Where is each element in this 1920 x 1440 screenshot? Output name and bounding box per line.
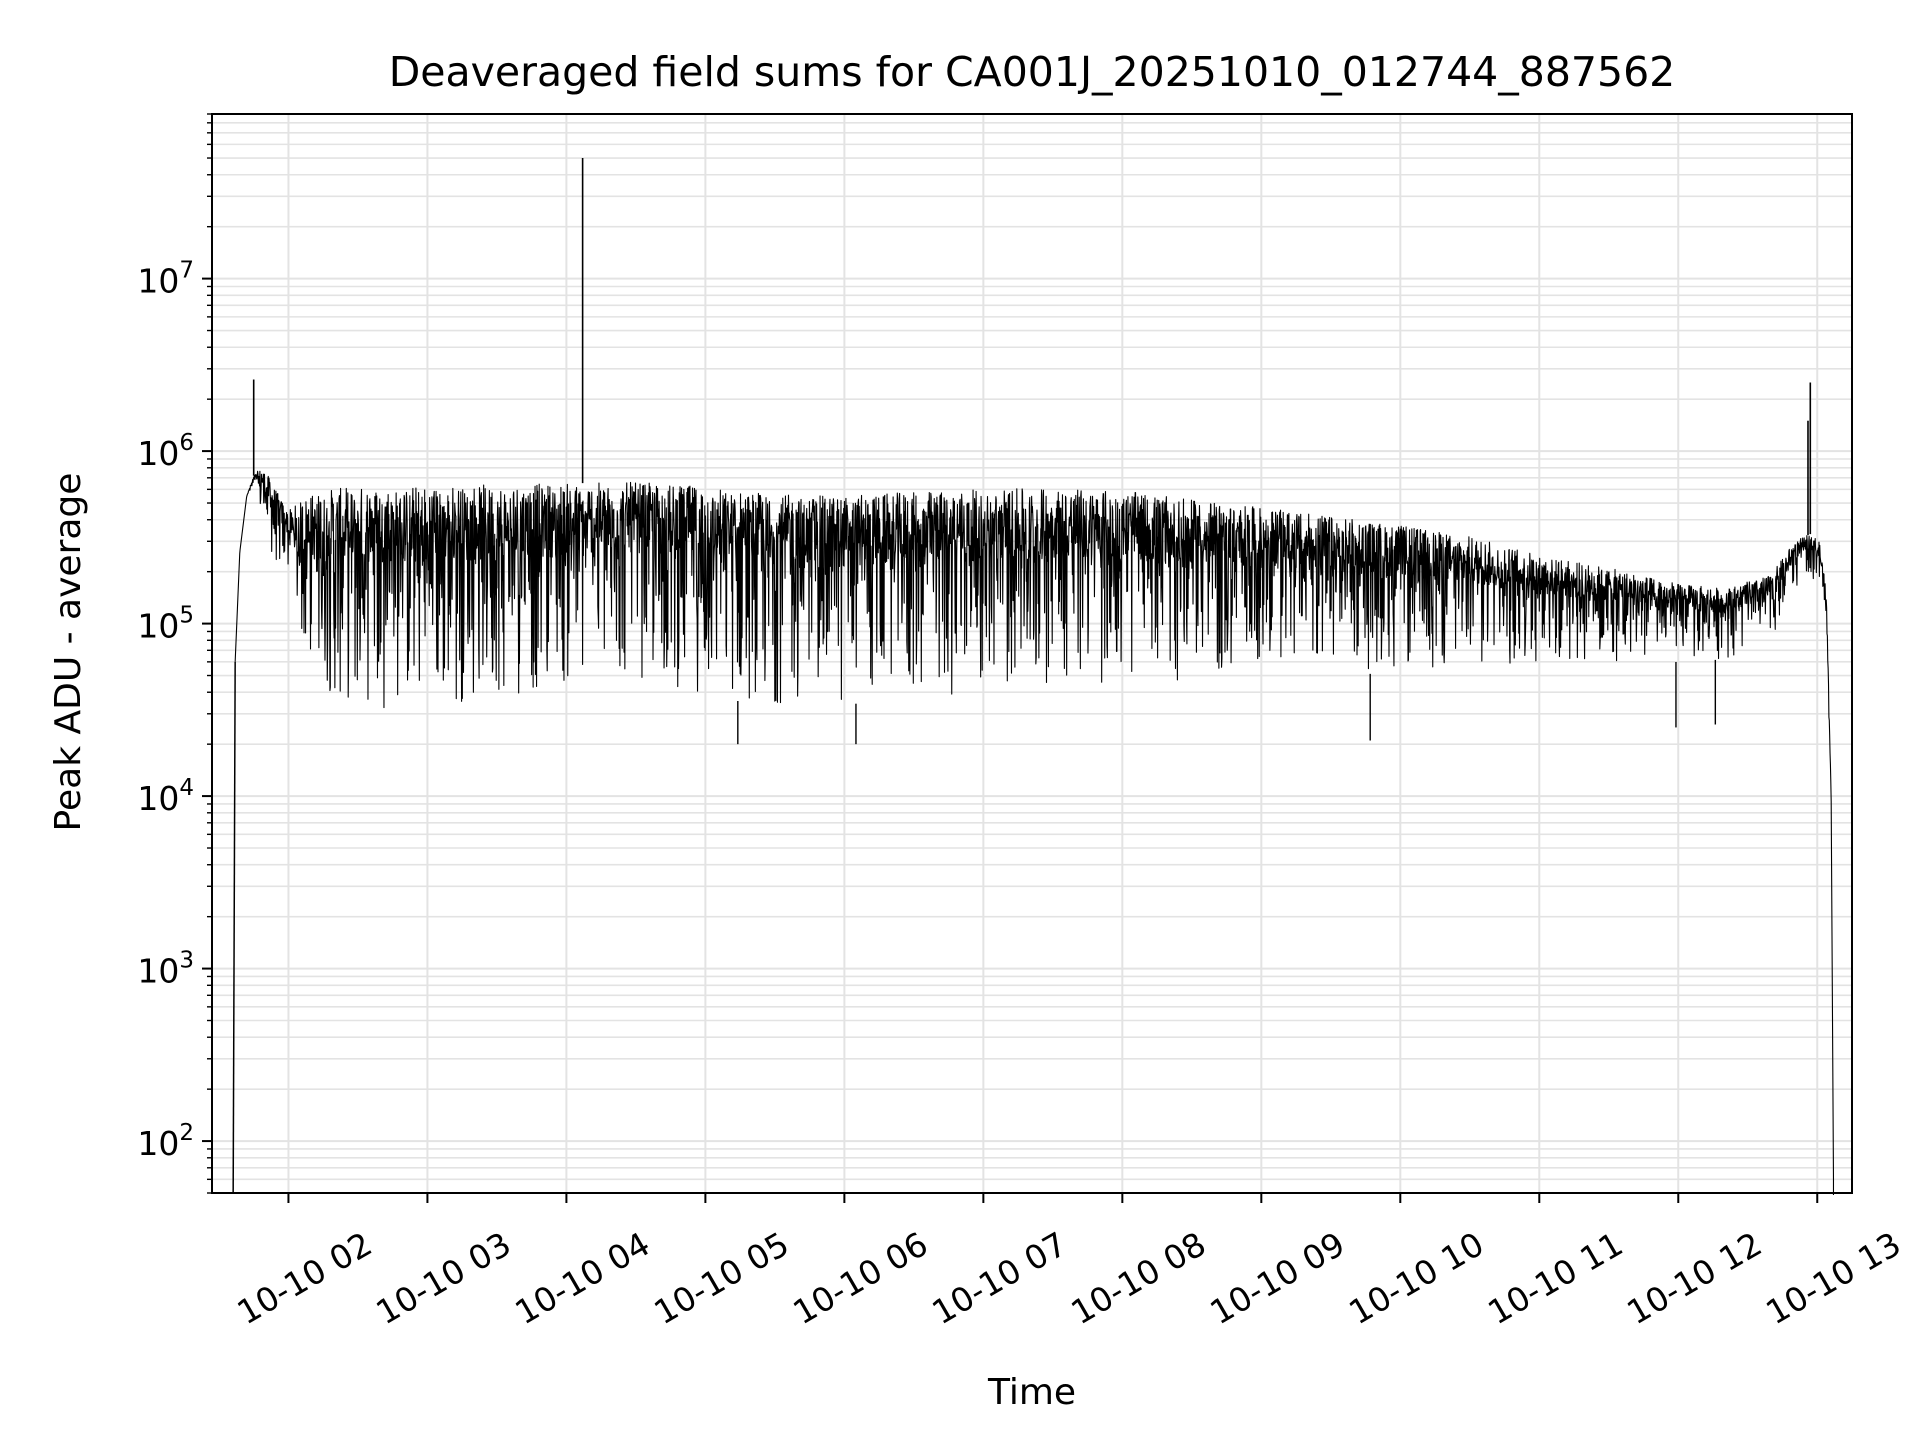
plot-frame	[211, 113, 1853, 1194]
y-tick-label: 106	[137, 430, 194, 473]
grid	[212, 113, 1852, 1194]
y-tick-label: 107	[137, 258, 194, 301]
series-line	[234, 470, 1835, 1195]
x-axis-label: Time	[987, 1372, 1076, 1413]
series-left-edge	[232, 661, 236, 1194]
y-tick-label: 105	[137, 603, 194, 646]
y-tick-label: 102	[137, 1120, 194, 1163]
plot-area	[232, 158, 1835, 1195]
y-axis-label: Peak ADU - average	[48, 473, 89, 832]
chart-title: Deaveraged field sums for CA001J_2025101…	[389, 48, 1676, 96]
y-tick-label: 104	[137, 775, 194, 818]
y-tick-label: 103	[137, 948, 194, 991]
